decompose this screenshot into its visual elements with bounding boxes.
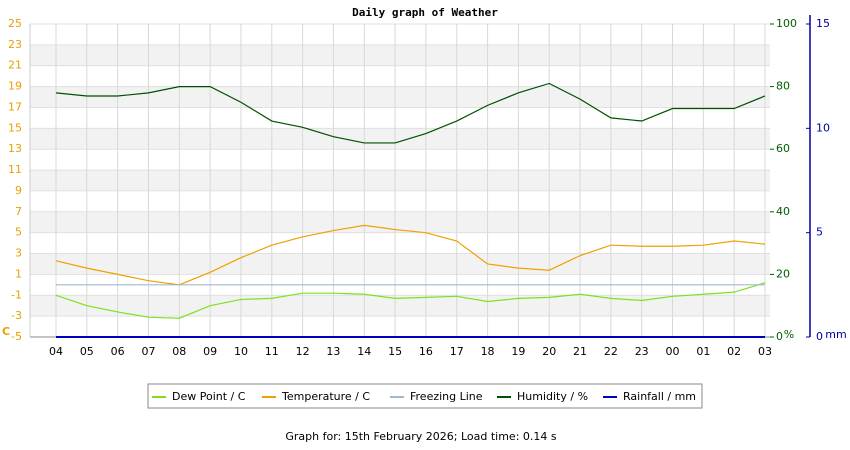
band — [30, 170, 770, 191]
x-tick-label: 09 — [203, 345, 217, 358]
x-tick-label: 03 — [758, 345, 772, 358]
footer: Graph for: 15th February 2026; Load time… — [285, 430, 557, 443]
y3-tick-label: 5 — [816, 226, 823, 239]
x-tick-label: 19 — [511, 345, 525, 358]
plot-background — [30, 23, 770, 338]
x-tick-label: 22 — [604, 345, 618, 358]
y-tick-label: 19 — [8, 80, 22, 93]
band — [30, 211, 770, 233]
legend-label: Temperature / C — [281, 390, 370, 403]
y3-tick-label: 0 — [816, 330, 823, 343]
y-tick-label: 11 — [8, 163, 22, 176]
x-tick-label: 07 — [141, 345, 155, 358]
band — [30, 295, 770, 317]
y-tick-label: 5 — [15, 226, 22, 239]
y2-tick-label: 0 — [776, 330, 783, 343]
x-tick-label: 08 — [172, 345, 186, 358]
x-tick-label: 14 — [357, 345, 371, 358]
series-line — [55, 82, 766, 144]
y-tick-label: 17 — [8, 100, 22, 113]
y2-tick-label: 20 — [776, 267, 790, 280]
x-tick-label: 02 — [727, 345, 741, 358]
x-tick-label: 00 — [666, 345, 680, 358]
y2-tick-label: 100 — [776, 17, 797, 30]
y-tick-label: 13 — [8, 142, 22, 155]
y-tick-label: 7 — [15, 205, 22, 218]
chart-title: Daily graph of Weather — [352, 6, 498, 19]
band — [30, 253, 770, 275]
y3-axis-label: mm — [825, 328, 846, 341]
y-axis-label: C — [2, 325, 10, 338]
legend-label: Humidity / % — [517, 390, 588, 403]
y2-tick-label: 40 — [776, 205, 790, 218]
y3-tick-label: 15 — [816, 17, 830, 30]
y2-tick-label: 80 — [776, 80, 790, 93]
x-tick-label: 05 — [80, 345, 94, 358]
x-tick-label: 04 — [49, 345, 63, 358]
y-tick-label: 21 — [8, 59, 22, 72]
legend-label: Dew Point / C — [172, 390, 246, 403]
y-tick-label: -3 — [11, 309, 22, 322]
y-tick-label: 3 — [15, 247, 22, 260]
y2-axis-label: % — [784, 328, 794, 341]
series-line — [55, 282, 766, 319]
x-tick-label: 13 — [326, 345, 340, 358]
y3-tick-label: 10 — [816, 121, 830, 134]
y-tick-label: -5 — [11, 330, 22, 343]
x-tick-label: 06 — [111, 345, 125, 358]
x-tick-label: 21 — [573, 345, 587, 358]
legend-label: Rainfall / mm — [623, 390, 696, 403]
y-tick-label: 1 — [15, 267, 22, 280]
x-tick-label: 17 — [450, 345, 464, 358]
y-tick-label: 25 — [8, 17, 22, 30]
series-line — [55, 224, 766, 286]
x-tick-label: 16 — [419, 345, 433, 358]
y-tick-label: 23 — [8, 38, 22, 51]
y-tick-label: -1 — [11, 288, 22, 301]
x-tick-label: 18 — [481, 345, 495, 358]
x-tick-label: 01 — [696, 345, 710, 358]
band — [30, 44, 770, 66]
x-tick-label: 15 — [388, 345, 402, 358]
legend-label: Freezing Line — [410, 390, 483, 403]
x-tick-label: 10 — [234, 345, 248, 358]
x-tick-label: 11 — [265, 345, 279, 358]
x-tick-label: 23 — [635, 345, 649, 358]
band — [30, 128, 770, 150]
x-tick-label: 20 — [542, 345, 556, 358]
band — [30, 86, 770, 108]
y-tick-label: 9 — [15, 184, 22, 197]
y-tick-label: 15 — [8, 121, 22, 134]
x-tick-label: 12 — [296, 345, 310, 358]
y2-tick-label: 60 — [776, 142, 790, 155]
